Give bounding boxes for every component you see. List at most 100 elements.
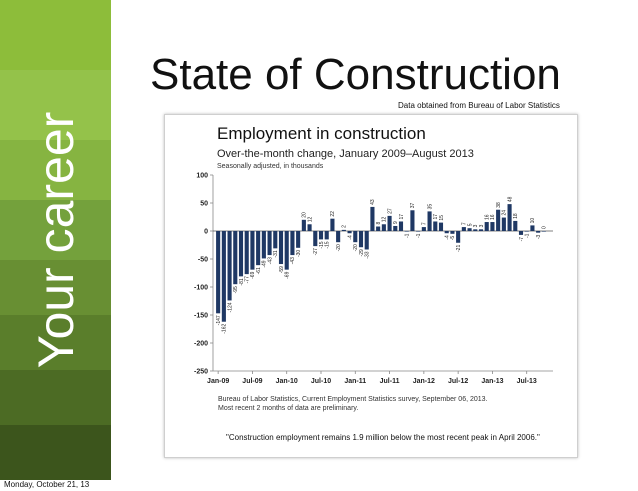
bar-value-label: 9 bbox=[393, 221, 399, 224]
bar bbox=[473, 229, 478, 231]
band-segment bbox=[0, 70, 111, 140]
bar-value-label: 10 bbox=[530, 218, 536, 224]
bar bbox=[238, 231, 244, 277]
bar-value-label: -69 bbox=[250, 271, 256, 278]
bar bbox=[421, 227, 426, 231]
bar-value-label: 38 bbox=[496, 202, 502, 208]
bar-value-label: 24 bbox=[502, 210, 508, 216]
bar-value-label: 16 bbox=[485, 214, 491, 220]
bar-value-label: 20 bbox=[302, 212, 308, 218]
bar bbox=[501, 217, 506, 231]
band-segment bbox=[0, 370, 111, 425]
bar bbox=[256, 231, 261, 266]
bar bbox=[536, 231, 541, 233]
bar bbox=[438, 222, 444, 231]
bar-value-label: -1 bbox=[525, 233, 531, 238]
bar-value-label: 16 bbox=[490, 214, 496, 220]
bar-value-label: 48 bbox=[507, 196, 513, 202]
x-tick-label: Jan-10 bbox=[276, 378, 298, 385]
date-label: Monday, October 21, 13 bbox=[4, 480, 90, 489]
band-segment bbox=[0, 260, 111, 315]
bar bbox=[410, 210, 415, 231]
bar-value-label: -30 bbox=[296, 250, 302, 257]
bar bbox=[324, 231, 329, 240]
bar bbox=[376, 226, 381, 231]
chart-footnote-1: Bureau of Labor Statistics, Current Empl… bbox=[218, 396, 488, 403]
bar-value-label: 12 bbox=[382, 216, 388, 222]
bar bbox=[518, 231, 524, 235]
y-tick-label: 50 bbox=[200, 201, 208, 208]
bar-value-label: 7 bbox=[462, 222, 468, 225]
y-tick-label: 100 bbox=[196, 173, 208, 180]
bar-value-label: 37 bbox=[410, 202, 416, 208]
bar-value-label: -43 bbox=[267, 257, 273, 264]
chart-footnote-2: Most recent 2 months of data are prelimi… bbox=[218, 405, 359, 412]
bar bbox=[387, 215, 392, 231]
bar-value-label: -61 bbox=[256, 267, 262, 274]
x-tick-label: Jul-12 bbox=[448, 378, 468, 385]
bar bbox=[507, 204, 512, 231]
bar bbox=[330, 218, 335, 231]
bar bbox=[307, 224, 312, 231]
bar bbox=[467, 228, 472, 231]
bar bbox=[490, 222, 495, 231]
bar-value-label: -4 bbox=[347, 235, 353, 240]
bar bbox=[336, 231, 341, 243]
bar-value-label: -3 bbox=[536, 234, 542, 239]
bar-value-label: 3 bbox=[473, 224, 479, 227]
bar-value-label: -15 bbox=[319, 241, 325, 248]
bar bbox=[318, 231, 324, 240]
bar-value-label: -21 bbox=[456, 245, 462, 252]
y-tick-label: -150 bbox=[194, 313, 208, 320]
bar bbox=[381, 224, 386, 231]
bar-value-label: -5 bbox=[450, 236, 456, 241]
bar bbox=[341, 229, 346, 231]
bar-value-label: 17 bbox=[399, 214, 405, 220]
chart-note: Seasonally adjusted, in thousands bbox=[217, 163, 324, 170]
bar-value-label: -59 bbox=[279, 266, 285, 273]
x-tick-label: Jul-09 bbox=[242, 378, 262, 385]
bar-value-label: -147 bbox=[216, 315, 222, 325]
bar bbox=[364, 231, 369, 250]
bar bbox=[233, 231, 238, 285]
x-tick-label: Jan-13 bbox=[481, 378, 503, 385]
bar bbox=[541, 231, 546, 232]
bar bbox=[244, 231, 249, 275]
bar-value-label: 7 bbox=[422, 222, 428, 225]
bar-value-label: -81 bbox=[239, 278, 245, 285]
bar bbox=[461, 227, 466, 231]
bar bbox=[398, 221, 404, 231]
bar bbox=[524, 231, 529, 232]
y-tick-label: -100 bbox=[194, 285, 208, 292]
bar-value-label: -1 bbox=[405, 233, 411, 238]
x-tick-label: Jan-12 bbox=[413, 378, 435, 385]
chart-title: Employment in construction bbox=[217, 124, 426, 143]
y-tick-label: -50 bbox=[198, 257, 208, 264]
band-segment bbox=[0, 315, 111, 370]
bar-value-label: -69 bbox=[285, 271, 291, 278]
bar bbox=[284, 231, 289, 270]
bar-value-label: 22 bbox=[330, 211, 336, 217]
bar bbox=[433, 221, 438, 231]
x-tick-label: Jul-10 bbox=[311, 378, 331, 385]
bar bbox=[416, 231, 421, 232]
bar bbox=[404, 231, 409, 232]
bar bbox=[216, 231, 221, 314]
bar-value-label: -77 bbox=[245, 276, 251, 283]
bar-value-label: 0 bbox=[542, 226, 548, 229]
source-note: Data obtained from Bureau of Labor Stati… bbox=[398, 101, 560, 110]
slide-title: State of Construction bbox=[150, 50, 561, 99]
bar-value-label: -33 bbox=[365, 251, 371, 258]
bar-value-label: -124 bbox=[227, 302, 233, 312]
bar bbox=[530, 225, 535, 231]
bar bbox=[484, 222, 489, 231]
bar bbox=[313, 231, 318, 247]
bar bbox=[496, 209, 501, 231]
bar bbox=[370, 206, 375, 231]
bar bbox=[444, 231, 449, 234]
x-tick-label: Jul-11 bbox=[380, 378, 400, 385]
bar-value-label: -15 bbox=[325, 241, 331, 248]
quote-text: "Construction employment remains 1.9 mil… bbox=[226, 433, 540, 442]
bar-value-label: 5 bbox=[467, 223, 473, 226]
